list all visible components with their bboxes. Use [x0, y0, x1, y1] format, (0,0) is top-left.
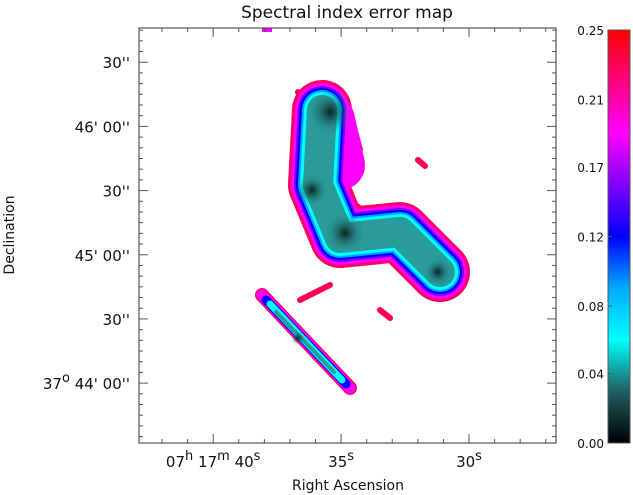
y-axis-label: Declination [2, 195, 18, 274]
colorbar-tick-label: 0.00 [577, 437, 604, 451]
map-image [255, 28, 470, 395]
tick-label-part: 30 [456, 453, 475, 471]
y-tick-label: 30'' [103, 311, 130, 329]
y-tick-label: 46' 00'' [75, 118, 130, 136]
colorbar-tick-label: 0.08 [577, 300, 604, 314]
main-emission-region [288, 80, 470, 321]
tick-label-part: 46' 00'' [75, 118, 130, 136]
tick-label-part: 07 [166, 453, 185, 471]
colorbar-tick-label: 0.12 [577, 231, 604, 245]
tick-label-superscript: s [475, 449, 482, 464]
y-axis: 30'' 46' 00'' 30'' 45' 00'' 30'' 37o 44' 00'' [43, 29, 556, 438]
tick-label-part: 37 [43, 375, 62, 393]
tick-label-superscript: h [185, 449, 193, 464]
y-tick-label: 30'' [103, 183, 130, 201]
tick-label-part: 30'' [103, 183, 130, 201]
filament-emission-region [255, 288, 357, 395]
tick-label-superscript: m [217, 449, 230, 464]
tick-label-part: 17 [198, 453, 217, 471]
y-tick-label: 45' 00'' [75, 247, 130, 265]
y-tick-label: 37o 44' 00'' [43, 371, 130, 393]
tick-label-part: 44' 00'' [75, 375, 130, 393]
x-axis: 07h 17m 40s 35s 30s [161, 28, 547, 471]
tick-label-part: 35 [328, 453, 347, 471]
plot-frame [138, 27, 557, 444]
x-tick-label: 07h 17m 40s [166, 449, 261, 471]
tick-label-part: 45' 00'' [75, 247, 130, 265]
y-tick-label: 30'' [103, 54, 130, 72]
colorbar-tick-label: 0.04 [577, 368, 604, 382]
colorbar-tick-label: 0.17 [577, 161, 604, 175]
tick-label-part: 30'' [103, 54, 130, 72]
chart-title: Spectral index error map [241, 3, 453, 23]
tick-label-part: 30'' [103, 311, 130, 329]
colorbar-tick-label: 0.21 [577, 93, 604, 107]
x-axis-label: Right Ascension [292, 478, 404, 494]
x-tick-label: 30s [456, 449, 482, 471]
colorbar-tick-label: 0.25 [577, 24, 604, 38]
tick-label-superscript: s [347, 449, 354, 464]
tick-label-superscript: s [254, 449, 261, 464]
colorbar-axis: 0.00 0.04 0.08 0.12 0.17 0.21 0.25 [577, 24, 612, 451]
x-tick-label: 35s [328, 449, 354, 471]
tick-label-part: 40 [235, 453, 254, 471]
tick-label-superscript: o [62, 371, 70, 386]
edge-emission [262, 28, 272, 32]
